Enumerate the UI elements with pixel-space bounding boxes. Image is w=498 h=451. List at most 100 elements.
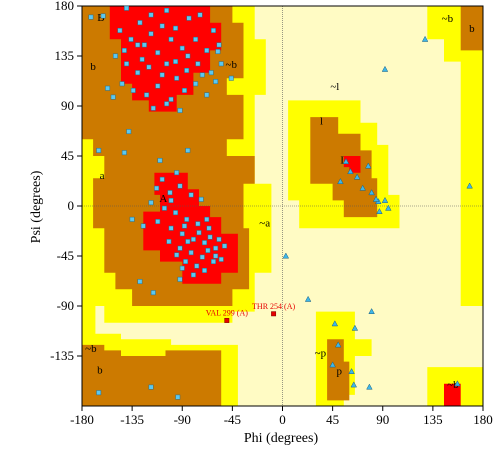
glycine-point (329, 361, 336, 368)
residue-point (206, 225, 212, 231)
residue-point (119, 81, 125, 87)
residue-point (188, 250, 194, 256)
outlier-point (224, 317, 230, 323)
residue-point (121, 150, 127, 156)
residue-point (177, 276, 183, 282)
outlier-label: VAL 299 (A) (206, 308, 249, 317)
allowed-region (310, 117, 378, 218)
residue-point (174, 75, 180, 81)
residue-point (168, 36, 174, 42)
residue-point (218, 256, 224, 262)
residue-point (195, 61, 201, 67)
region-label: ~a (259, 218, 270, 230)
residue-point (124, 5, 130, 11)
x-tick-label: 135 (423, 412, 443, 427)
x-tick-label: 0 (279, 412, 286, 427)
region-label: ~p (315, 348, 327, 360)
residue-point (188, 192, 194, 198)
residue-point (204, 92, 210, 98)
residue-point (137, 279, 143, 285)
residue-point (173, 59, 179, 65)
residue-point (135, 70, 141, 76)
y-tick-label: 0 (68, 198, 75, 213)
residue-point (88, 14, 94, 20)
axis-ticks: -180 -135 -90 -45 0 45 90 135 180 -135 -90 -45 0 45 90… (50, 0, 493, 427)
residue-point (184, 67, 190, 73)
residue-point (121, 47, 127, 53)
residue-point (124, 61, 130, 67)
residue-point (167, 190, 173, 196)
residue-point (129, 216, 135, 222)
residue-point (146, 64, 152, 70)
residue-point (128, 36, 134, 42)
residue-point (199, 254, 205, 260)
residue-point (179, 231, 185, 237)
region-label: ~b (85, 343, 97, 355)
glycine-point (454, 380, 461, 387)
residue-point (168, 225, 174, 231)
residue-point (196, 230, 202, 236)
residue-point (148, 12, 154, 18)
residue-point (193, 36, 199, 42)
y-tick-label: 180 (55, 0, 75, 13)
allowed-region (460, 6, 483, 51)
glycine-point (466, 182, 473, 189)
allowed-region (82, 344, 222, 406)
residue-point (168, 197, 174, 203)
region-label: l (320, 115, 323, 127)
glycine-point (282, 252, 290, 259)
glycine-point (353, 173, 361, 180)
y-tick-label: -135 (50, 348, 74, 363)
residue-point (164, 61, 170, 67)
glycine-point (351, 324, 359, 331)
glycine-point (304, 295, 312, 302)
residue-point (155, 83, 161, 89)
x-tick-label: -45 (224, 412, 241, 427)
residue-point (190, 272, 196, 278)
residue-point (96, 147, 102, 153)
glycine-point (365, 162, 372, 169)
region-label: a (100, 170, 105, 182)
core-region (343, 156, 361, 173)
residue-point (197, 12, 203, 18)
residue-point (105, 85, 111, 91)
residue-point (205, 247, 211, 253)
glycine-point (347, 168, 354, 175)
residue-point (175, 394, 181, 400)
residue-point (164, 101, 170, 107)
residue-point (148, 384, 154, 390)
region-label: ~b (226, 59, 238, 71)
region-label: p (337, 365, 343, 377)
residue-point (204, 47, 210, 53)
residue-point (185, 147, 191, 153)
glycine-point (385, 204, 392, 211)
residue-point (193, 81, 199, 87)
residue-point (208, 70, 214, 76)
region-label: A (159, 193, 167, 205)
region-label: ~l (330, 81, 339, 93)
residue-point (204, 216, 210, 222)
residue-point (185, 239, 191, 245)
residue-point (184, 216, 190, 222)
residue-point (173, 25, 179, 31)
residue-point (135, 42, 141, 48)
glycine-point (381, 65, 389, 72)
residue-point (154, 185, 160, 191)
residue-point (174, 252, 180, 258)
outlier-annotations: VAL 299 (A)THR 254 (A) (206, 302, 295, 323)
glycine-point (421, 35, 429, 42)
residue-point (161, 205, 167, 211)
residue-point (202, 267, 207, 273)
residue-point (168, 96, 174, 102)
x-tick-label: -180 (70, 412, 94, 427)
glycine-point (366, 383, 373, 390)
residue-point (173, 210, 179, 216)
residue-point (148, 31, 154, 37)
glycine-point (368, 308, 375, 315)
residue-point (216, 42, 222, 48)
data-points (88, 5, 473, 400)
x-tick-label: 45 (326, 412, 339, 427)
residue-point (150, 105, 156, 111)
residue-point (140, 223, 146, 229)
